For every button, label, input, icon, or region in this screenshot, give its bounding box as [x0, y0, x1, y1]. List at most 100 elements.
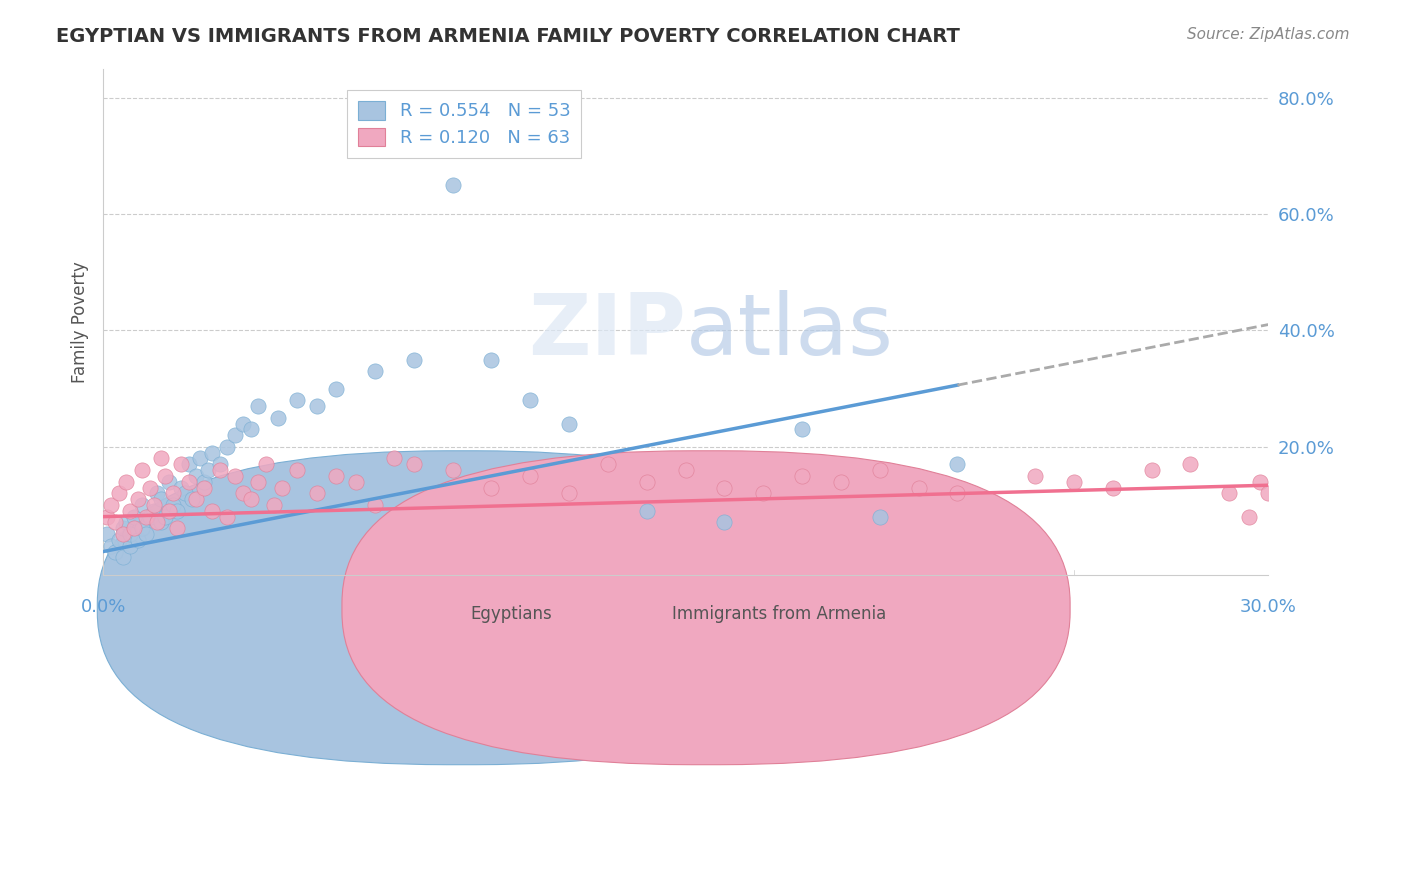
- Point: [162, 498, 184, 512]
- Point: [157, 475, 180, 489]
- Point: [752, 486, 775, 500]
- Point: [713, 516, 735, 530]
- Y-axis label: Family Poverty: Family Poverty: [72, 260, 89, 383]
- Point: [170, 457, 193, 471]
- Point: [675, 463, 697, 477]
- Point: [142, 504, 165, 518]
- Point: [115, 516, 138, 530]
- Point: [100, 498, 122, 512]
- Point: [177, 475, 200, 489]
- Point: [127, 492, 149, 507]
- Point: [869, 509, 891, 524]
- Text: Immigrants from Armenia: Immigrants from Armenia: [672, 605, 886, 624]
- Point: [166, 504, 188, 518]
- Point: [135, 527, 157, 541]
- Point: [188, 451, 211, 466]
- Point: [107, 486, 129, 500]
- Point: [792, 469, 814, 483]
- Point: [197, 463, 219, 477]
- Point: [247, 475, 270, 489]
- Point: [131, 521, 153, 535]
- Point: [481, 481, 503, 495]
- Point: [111, 550, 134, 565]
- Point: [122, 509, 145, 524]
- Point: [325, 469, 347, 483]
- Point: [364, 498, 387, 512]
- Point: [1101, 481, 1123, 495]
- Point: [441, 463, 464, 477]
- Point: [111, 527, 134, 541]
- Point: [305, 399, 328, 413]
- Point: [224, 469, 246, 483]
- Point: [155, 509, 177, 524]
- Point: [217, 509, 239, 524]
- Point: [186, 469, 208, 483]
- Point: [150, 451, 173, 466]
- Point: [100, 539, 122, 553]
- Point: [104, 544, 127, 558]
- Point: [232, 486, 254, 500]
- Point: [208, 463, 231, 477]
- Point: [325, 382, 347, 396]
- Point: [157, 504, 180, 518]
- Point: [481, 352, 503, 367]
- Point: [131, 498, 153, 512]
- Point: [224, 428, 246, 442]
- Point: [907, 481, 929, 495]
- Point: [150, 516, 173, 530]
- Point: [201, 504, 224, 518]
- Point: [122, 521, 145, 535]
- Point: [107, 533, 129, 547]
- Point: [146, 486, 169, 500]
- Point: [519, 393, 541, 408]
- Point: [120, 539, 142, 553]
- Point: [402, 457, 425, 471]
- Point: [792, 422, 814, 436]
- Point: [239, 422, 262, 436]
- Point: [247, 399, 270, 413]
- Point: [150, 492, 173, 507]
- Text: 0.0%: 0.0%: [80, 599, 125, 616]
- Point: [1237, 509, 1260, 524]
- Point: [558, 486, 581, 500]
- Point: [115, 475, 138, 489]
- Point: [138, 509, 160, 524]
- Point: [96, 527, 118, 541]
- Point: [120, 527, 142, 541]
- Text: Egyptians: Egyptians: [470, 605, 551, 624]
- Text: Source: ZipAtlas.com: Source: ZipAtlas.com: [1187, 27, 1350, 42]
- Point: [170, 481, 193, 495]
- Point: [127, 533, 149, 547]
- Point: [1140, 463, 1163, 477]
- Point: [263, 498, 285, 512]
- Point: [111, 521, 134, 535]
- Point: [305, 486, 328, 500]
- Point: [135, 509, 157, 524]
- Point: [1024, 469, 1046, 483]
- Point: [138, 481, 160, 495]
- FancyBboxPatch shape: [97, 450, 825, 764]
- Point: [946, 486, 969, 500]
- Point: [217, 440, 239, 454]
- Point: [1257, 486, 1279, 500]
- Point: [869, 463, 891, 477]
- Point: [146, 516, 169, 530]
- Point: [239, 492, 262, 507]
- Point: [166, 521, 188, 535]
- Text: atlas: atlas: [686, 290, 894, 374]
- Point: [285, 393, 308, 408]
- Text: 30.0%: 30.0%: [1240, 599, 1296, 616]
- Point: [177, 457, 200, 471]
- Point: [558, 417, 581, 431]
- Point: [285, 463, 308, 477]
- Point: [441, 178, 464, 192]
- Point: [162, 486, 184, 500]
- Point: [636, 504, 658, 518]
- Point: [519, 469, 541, 483]
- Point: [186, 492, 208, 507]
- Point: [131, 463, 153, 477]
- Point: [636, 475, 658, 489]
- Point: [270, 481, 292, 495]
- Point: [1180, 457, 1202, 471]
- Point: [384, 451, 406, 466]
